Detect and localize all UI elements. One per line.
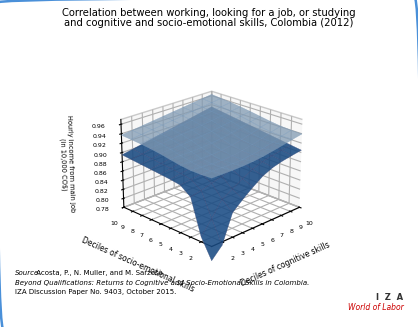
Text: Correlation between working, looking for a job, or studying: Correlation between working, looking for…	[62, 8, 356, 18]
Text: Source:: Source:	[15, 270, 41, 276]
X-axis label: Deciles of cognitive skills: Deciles of cognitive skills	[240, 241, 331, 288]
Text: and cognitive and socio-emotional skills, Colombia (2012): and cognitive and socio-emotional skills…	[64, 18, 354, 28]
Text: I  Z  A: I Z A	[376, 293, 403, 302]
Text: IZA Discussion Paper No. 9403, October 2015.: IZA Discussion Paper No. 9403, October 2…	[15, 289, 176, 295]
Text: World of Labor: World of Labor	[348, 303, 403, 312]
Text: Acosta, P., N. Muller, and M. Sarzosa.: Acosta, P., N. Muller, and M. Sarzosa.	[34, 270, 168, 276]
Y-axis label: Deciles of socio-emotional skills: Deciles of socio-emotional skills	[80, 235, 196, 294]
Text: Beyond Qualifications: Returns to Cognitive and Socio-Emotional Skills in Colomb: Beyond Qualifications: Returns to Cognit…	[15, 280, 309, 286]
